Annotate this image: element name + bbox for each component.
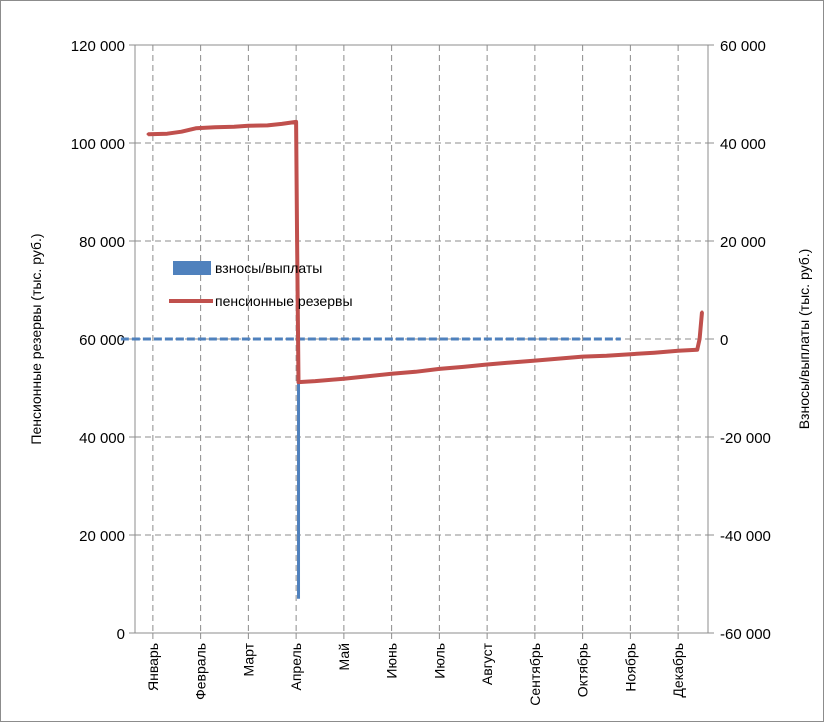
series-group [120, 119, 704, 599]
tick-label-x: Июнь [384, 643, 400, 679]
legend: взносы/выплаты пенсионные резервы [169, 260, 353, 309]
tick-label-x: Май [336, 643, 352, 670]
tick-label-right: -20 000 [720, 430, 771, 447]
tick-label-x: Сентябрь [527, 643, 543, 706]
y-axis-left-label: Пенсионные резервы (тыс. руб.) [28, 233, 44, 444]
y-axis-right-label: Взносы/выплаты (тыс. руб.) [796, 249, 812, 430]
tick-label-left: 100 000 [71, 136, 125, 153]
right-axis-ticks: -60 000 -40 000 -20 000 0 20 000 40 000 60 000 [720, 38, 771, 643]
tick-label-right: -60 000 [720, 626, 771, 643]
tick-label-x: Январь [145, 643, 161, 691]
tick-label-left: 80 000 [79, 234, 125, 251]
legend-label: пенсионные резервы [215, 293, 353, 309]
tick-label-left: 120 000 [71, 38, 125, 55]
left-axis-ticks: 0 20 000 40 000 60 000 80 000 100 000 120 000 [71, 38, 125, 643]
legend-label: взносы/выплаты [215, 260, 322, 276]
series-1 [146, 119, 704, 385]
tick-label-x: Февраль [193, 643, 209, 700]
tick-label-right: -40 000 [720, 528, 771, 545]
x-axis-ticks: Январь Февраль Март Апрель Май Июнь Июль Август… [145, 642, 686, 705]
tick-label-x: Ноябрь [622, 643, 638, 692]
tick-label-left: 0 [117, 626, 125, 643]
tick-label-x: Март [240, 642, 256, 676]
tick-label-left: 20 000 [79, 528, 125, 545]
tick-label-x: Август [479, 642, 495, 685]
tick-label-right: 20 000 [720, 234, 766, 251]
tick-label-x: Июль [431, 643, 447, 679]
legend-swatch [173, 261, 211, 275]
tick-label-x: Апрель [288, 643, 304, 691]
tick-label-x: Октябрь [575, 643, 591, 697]
tick-label-right: 0 [720, 332, 728, 349]
series-line [148, 119, 704, 385]
tick-label-left: 40 000 [79, 430, 125, 447]
tick-label-right: 40 000 [720, 136, 766, 153]
axes [129, 44, 714, 639]
series-0 [120, 337, 621, 599]
tick-label-right: 60 000 [720, 38, 766, 55]
tick-label-left: 60 000 [79, 332, 125, 349]
tick-label-x: Декабрь [670, 643, 686, 698]
